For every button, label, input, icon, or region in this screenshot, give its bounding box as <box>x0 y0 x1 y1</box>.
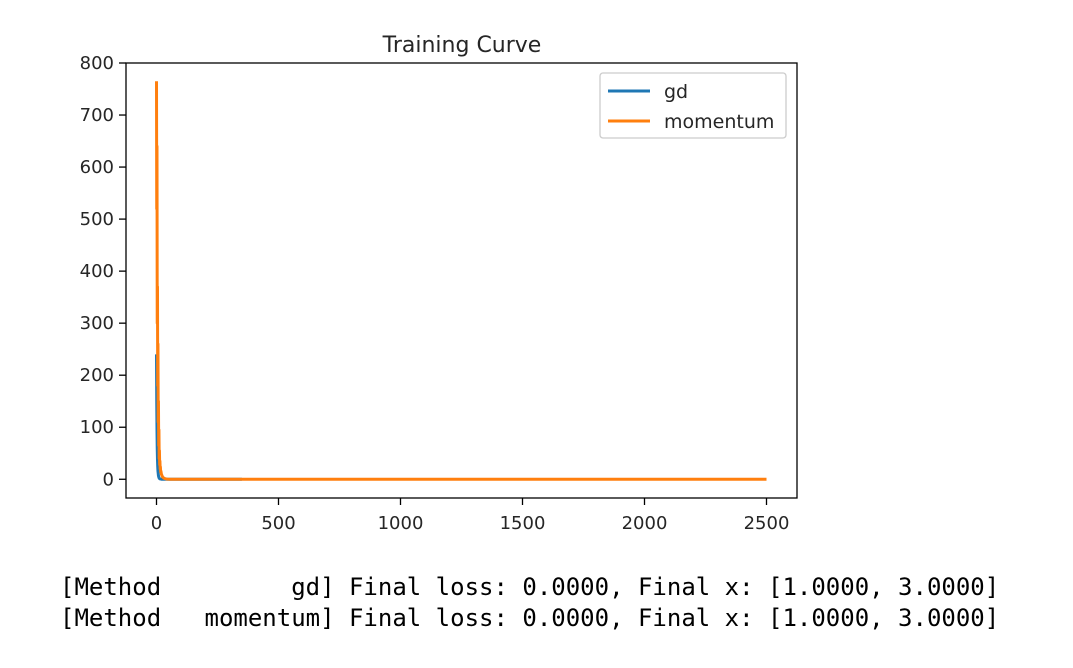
y-tick-label: 500 <box>80 209 114 230</box>
x-tick-label: 500 <box>261 513 295 534</box>
output-line-gd: [Method gd] Final loss: 0.0000, Final x:… <box>60 573 1000 601</box>
x-tick-label: 0 <box>151 513 162 534</box>
y-tick-label: 800 <box>80 53 114 74</box>
x-tick-label: 2500 <box>744 513 790 534</box>
x-tick-label: 1000 <box>378 513 424 534</box>
legend: gd momentum <box>599 72 787 139</box>
plot-area <box>155 81 767 481</box>
chart-title: Training Curve <box>382 33 542 58</box>
x-tick-label: 1500 <box>500 513 546 534</box>
series-line-gd <box>155 354 242 481</box>
y-tick-label: 300 <box>80 313 114 334</box>
legend-label-gd: gd <box>664 81 688 103</box>
y-tick-label: 0 <box>103 469 114 490</box>
y-tick-label: 600 <box>80 157 114 178</box>
output-line-momentum: [Method momentum] Final loss: 0.0000, Fi… <box>60 604 1000 632</box>
console-output: [Method gd] Final loss: 0.0000, Final x:… <box>60 572 999 634</box>
x-tick-label: 2000 <box>622 513 668 534</box>
axes-frame <box>125 62 798 499</box>
axes: 0 500 1000 1500 2000 2500 0 100 200 300 400 500 600 7… <box>80 53 798 534</box>
training-curve-chart: Training Curve 0 500 1000 1500 2000 2500 0 100 2… <box>80 33 798 534</box>
series-line-momentum <box>155 81 767 481</box>
y-tick-label: 100 <box>80 417 114 438</box>
legend-label-momentum: momentum <box>664 111 774 133</box>
y-tick-label: 200 <box>80 365 114 386</box>
y-tick-label: 700 <box>80 105 114 126</box>
y-tick-label: 400 <box>80 261 114 282</box>
